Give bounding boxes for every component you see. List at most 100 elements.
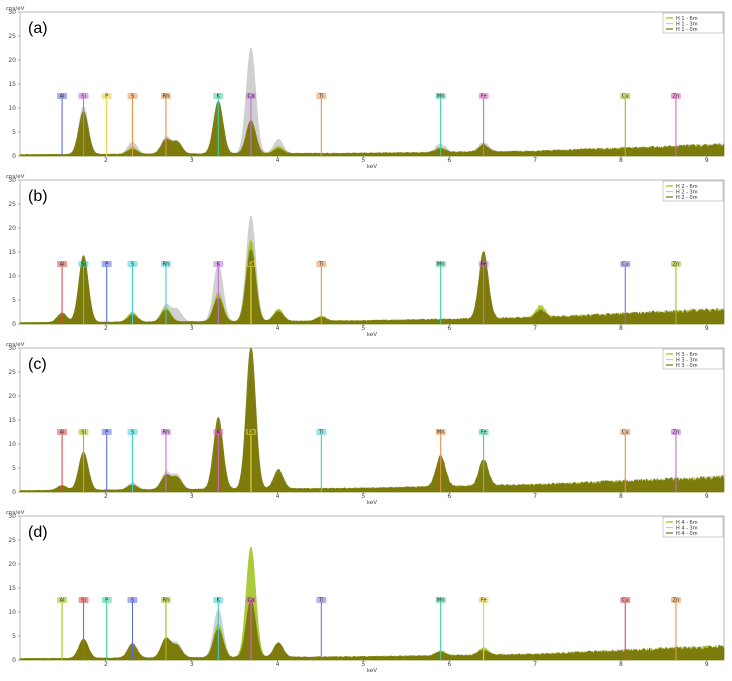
- element-label: P: [105, 262, 108, 268]
- y-tick-label: 15: [8, 585, 16, 592]
- element-label: S: [131, 598, 134, 604]
- element-tag: [213, 261, 224, 267]
- element-tag: [620, 597, 631, 603]
- x-tick-label: 5: [362, 493, 366, 500]
- element-label: Ca: [248, 262, 255, 268]
- element-label: Ca: [248, 430, 255, 436]
- y-tick-label: 20: [8, 561, 16, 568]
- y-tick-label: 10: [8, 609, 16, 616]
- element-tag: [245, 597, 256, 603]
- x-tick-label: 6: [447, 157, 451, 164]
- element-label: K: [217, 94, 221, 100]
- plot-frame: [19, 11, 725, 157]
- x-axis-label: keV: [367, 164, 377, 170]
- spectrum-panel-0: 0 5 10 15 20 25 30 2 3 4 5 6 7 8 9 cps/eV keV Al Si P S Rh K Ca…: [6, 6, 725, 170]
- element-tag: [160, 429, 171, 435]
- legend-entry: H 4 - 6m: [676, 520, 698, 526]
- element-tag: [670, 261, 681, 267]
- element-tag: [316, 597, 327, 603]
- legend-box: [662, 348, 724, 370]
- element-label: Ti: [318, 94, 323, 100]
- element-label: Si: [81, 598, 86, 604]
- element-tag: [316, 261, 327, 267]
- x-tick-label: 3: [190, 493, 194, 500]
- element-label: Zn: [673, 94, 680, 100]
- element-label: Al: [60, 430, 65, 436]
- element-label: Rh: [162, 94, 169, 100]
- y-axis-label: cps/eV: [6, 342, 25, 348]
- element-label: K: [217, 262, 221, 268]
- legend-entry: H 3 - 6m: [676, 352, 698, 358]
- element-tag: [670, 93, 681, 99]
- y-tick-label: 10: [8, 105, 16, 112]
- x-tick-label: 8: [619, 157, 623, 164]
- legend-entry: H 3 - 3m: [676, 357, 698, 363]
- element-tag: [101, 597, 112, 603]
- y-tick-label: 30: [8, 177, 16, 184]
- y-tick-label: 10: [8, 441, 16, 448]
- legend-entry: H 1 - 6m: [676, 16, 698, 22]
- legend-box: [662, 516, 724, 538]
- element-label: Si: [81, 94, 86, 100]
- x-tick-label: 2: [104, 661, 108, 668]
- x-tick-label: 9: [705, 493, 709, 500]
- y-axis-label: cps/eV: [6, 174, 25, 180]
- element-label: Si: [81, 430, 86, 436]
- y-tick-label: 15: [8, 81, 16, 88]
- element-label: Al: [60, 94, 65, 100]
- element-label: Fe: [481, 598, 487, 604]
- element-tag: [213, 93, 224, 99]
- element-label: Al: [60, 598, 65, 604]
- y-tick-label: 30: [8, 513, 16, 520]
- spectrum-series: [19, 101, 725, 157]
- y-tick-label: 5: [12, 633, 16, 640]
- panel-label: (b): [28, 188, 48, 205]
- element-tag: [478, 261, 489, 267]
- x-axis-label: keV: [367, 668, 377, 674]
- element-label: P: [105, 430, 108, 436]
- x-tick-label: 6: [447, 661, 451, 668]
- element-label: Ca: [248, 94, 255, 100]
- x-tick-label: 4: [276, 493, 280, 500]
- element-tag: [435, 261, 446, 267]
- element-label: Zn: [673, 598, 680, 604]
- element-tag: [57, 261, 68, 267]
- element-label: Mn: [437, 430, 445, 436]
- element-tag: [245, 429, 256, 435]
- x-tick-label: 6: [447, 493, 451, 500]
- legend-entry: H 2 - 0m: [676, 195, 698, 201]
- element-label: Cu: [622, 94, 629, 100]
- element-label: S: [131, 262, 134, 268]
- element-label: Zn: [673, 262, 680, 268]
- element-tag: [78, 261, 89, 267]
- x-tick-label: 3: [190, 661, 194, 668]
- panel-label: (d): [28, 524, 48, 541]
- element-tag: [127, 429, 138, 435]
- legend-box: [662, 12, 724, 34]
- legend-entry: H 3 - 0m: [676, 363, 698, 369]
- element-tag: [57, 429, 68, 435]
- x-axis-label: keV: [367, 500, 377, 506]
- spectrum-series: [19, 347, 725, 493]
- y-tick-label: 25: [8, 537, 16, 544]
- x-tick-label: 6: [447, 325, 451, 332]
- x-tick-label: 7: [533, 661, 537, 668]
- legend-entry: H 2 - 3m: [676, 189, 698, 195]
- x-tick-label: 4: [276, 157, 280, 164]
- element-label: Mn: [437, 598, 445, 604]
- y-tick-label: 5: [12, 465, 16, 472]
- element-label: K: [217, 430, 221, 436]
- y-tick-label: 20: [8, 393, 16, 400]
- x-tick-label: 2: [104, 325, 108, 332]
- y-tick-label: 25: [8, 369, 16, 376]
- element-label: Cu: [622, 598, 629, 604]
- element-label: S: [131, 94, 134, 100]
- element-tag: [245, 93, 256, 99]
- y-tick-label: 20: [8, 57, 16, 64]
- x-tick-label: 9: [705, 157, 709, 164]
- y-tick-label: 0: [12, 489, 16, 496]
- element-tag: [670, 429, 681, 435]
- element-label: Zn: [673, 430, 680, 436]
- x-tick-label: 9: [705, 661, 709, 668]
- x-tick-label: 3: [190, 157, 194, 164]
